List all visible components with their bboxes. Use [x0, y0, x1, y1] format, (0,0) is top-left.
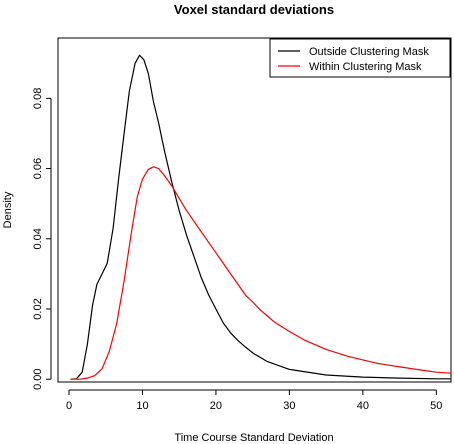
x-tick-label: 0 — [66, 400, 72, 412]
y-tick-label: 0.02 — [32, 298, 44, 319]
x-tick-label: 30 — [283, 400, 295, 412]
x-tick-label: 10 — [136, 400, 148, 412]
x-tick-label: 50 — [430, 400, 442, 412]
legend-label-2: Within Clustering Mask — [309, 61, 422, 73]
chart-title: Voxel standard deviations — [174, 2, 334, 17]
series-layer — [70, 54, 452, 380]
x-axis-label: Time Course Standard Deviation — [174, 432, 333, 444]
x-tick-label: 20 — [210, 400, 222, 412]
y-tick-label: 0.08 — [32, 88, 44, 109]
y-tick-label: 0.00 — [32, 368, 44, 389]
series-line-1 — [70, 54, 451, 380]
y-tick-label: 0.06 — [32, 158, 44, 179]
plot-frame — [57, 37, 452, 383]
y-axis: 0.00 0.02 0.04 0.06 0.08 — [32, 88, 52, 390]
legend: Outside Clustering Mask Within Clustering… — [269, 38, 451, 78]
series-line-2 — [70, 166, 452, 380]
y-tick-label: 0.04 — [32, 228, 44, 249]
x-tick-label: 40 — [357, 400, 369, 412]
x-axis: 0 10 20 30 40 50 — [66, 389, 442, 412]
y-axis-label: Density — [2, 191, 14, 228]
legend-label-1: Outside Clustering Mask — [309, 46, 429, 58]
legend-box — [269, 38, 451, 78]
